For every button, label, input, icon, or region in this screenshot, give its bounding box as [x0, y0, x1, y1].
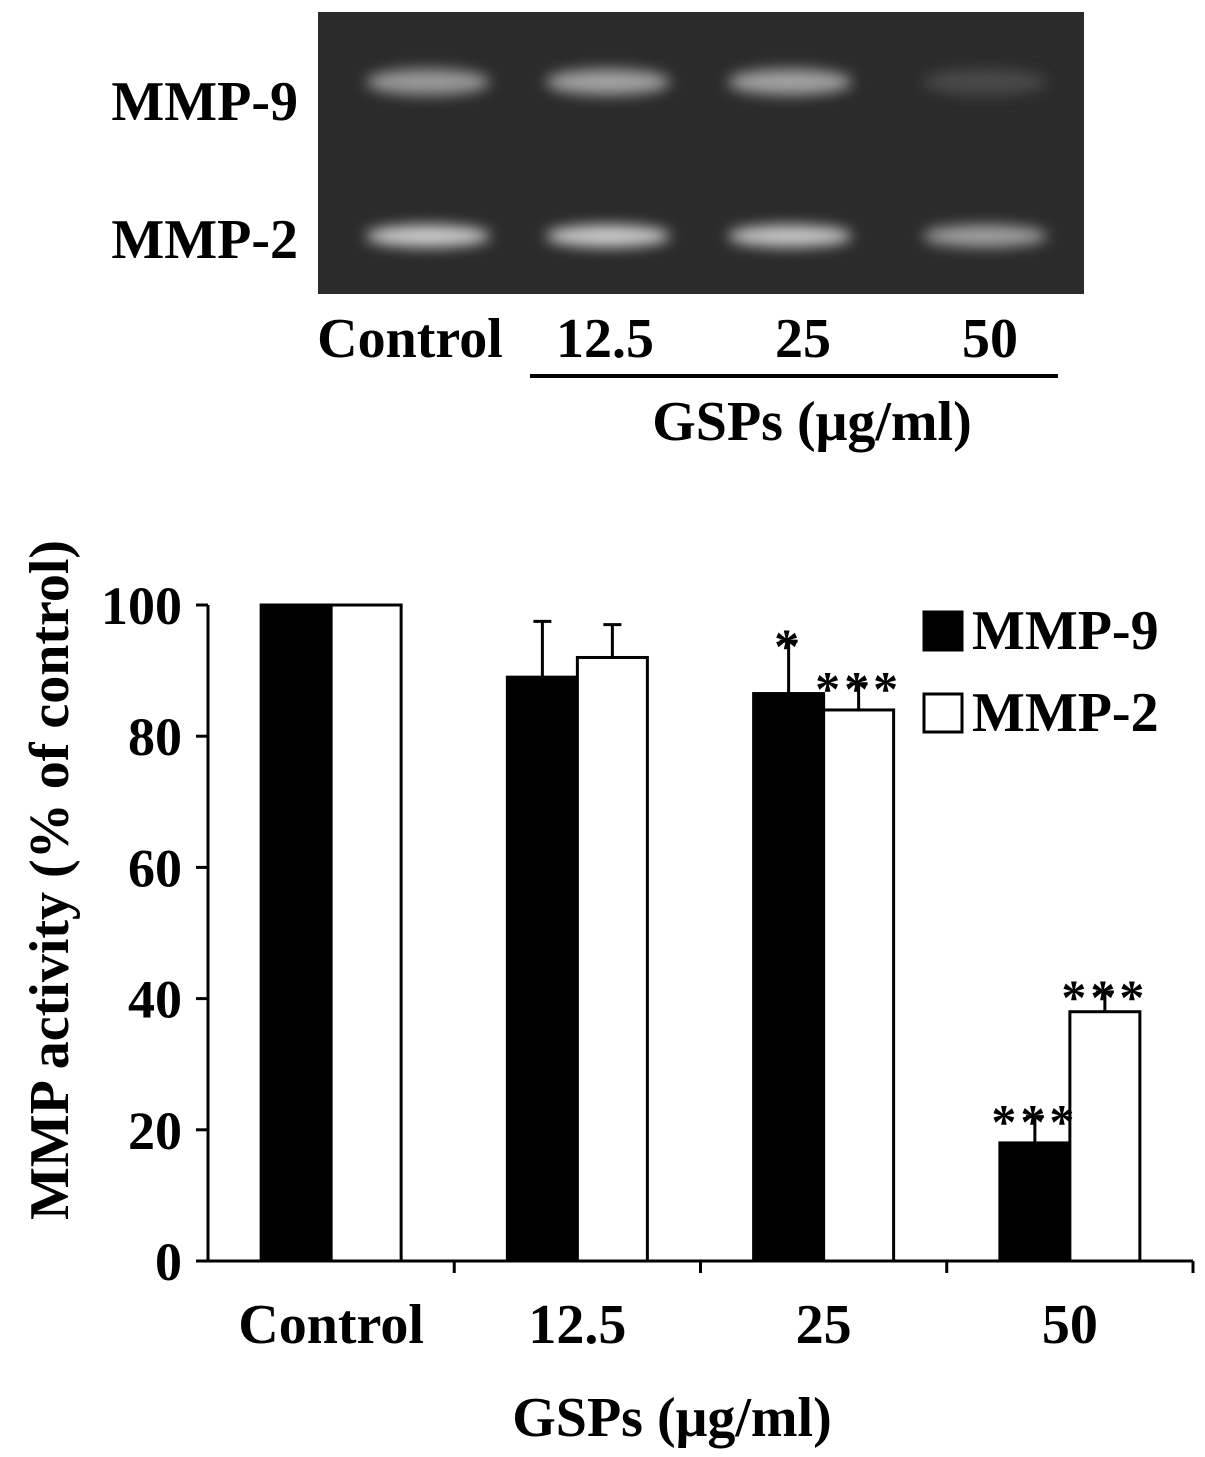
gel-lane-label-50: 50 [962, 308, 1018, 370]
gel-band-label-mmp2: MMP-2 [111, 209, 298, 271]
x-tick-label: 50 [1042, 1294, 1098, 1356]
gel-band-label-mmp9: MMP-9 [111, 71, 298, 133]
gel-band-mmp-2-lane-4 [923, 225, 1047, 247]
gel-band-mmp-9-lane-4 [923, 69, 1047, 95]
bar-mmp-9-control [259, 603, 333, 1263]
x-axis-title: GSPs (μg/ml) [512, 1387, 832, 1449]
y-axis-title: MMP activity (% of control) [19, 540, 81, 1220]
gel-band-mmp-9-lane-3 [728, 69, 852, 95]
gel-band-mmp-9-lane-1 [366, 69, 490, 95]
gel-band-mmp-2-lane-1 [366, 225, 490, 247]
legend: MMP-9 MMP-2 [922, 600, 1159, 744]
gel-lane-label-control: Control [317, 308, 503, 370]
gel-bands [366, 69, 1047, 247]
legend-label-mmp-9: MMP-9 [972, 600, 1159, 662]
gel-panel: MMP-9 MMP-2 Control 12.5 25 50 GSPs (μg/… [111, 12, 1084, 453]
significance-mark: *** [1061, 969, 1148, 1025]
x-tick-label: Control [238, 1294, 424, 1356]
y-axis: 0 20 40 60 80 100 [101, 576, 210, 1292]
significance-mark: *** [991, 1094, 1078, 1150]
bar-mmp-9-50 [998, 1141, 1072, 1263]
legend-swatch-mmp-2 [922, 692, 964, 734]
gel-lane-label-12-5: 12.5 [556, 308, 654, 370]
gel-group-label: GSPs (μg/ml) [652, 391, 972, 453]
bar-mmp-2-50 [1068, 1010, 1142, 1263]
x-tick-label: 12.5 [528, 1294, 626, 1356]
x-tick-label: 25 [796, 1294, 852, 1356]
gel-lane-label-25: 25 [775, 308, 831, 370]
y-tick-label: 100 [101, 576, 182, 636]
y-tick-label: 20 [128, 1101, 182, 1161]
y-tick-label: 80 [128, 707, 182, 767]
significance-mark: *** [815, 661, 902, 717]
gel-image [318, 12, 1084, 294]
gel-band-mmp-2-lane-2 [546, 225, 670, 247]
bar-mmp-9-12-5 [505, 675, 579, 1263]
bar-mmp-2-25 [822, 708, 896, 1263]
y-tick-label: 60 [128, 838, 182, 898]
significance-marks: ********** [774, 618, 1148, 1150]
bar-mmp-2-12-5 [575, 655, 649, 1263]
gel-band-mmp-9-lane-2 [546, 69, 670, 95]
significance-mark: * [774, 618, 803, 674]
error-bars [533, 619, 1114, 1143]
x-axis: Control 12.5 25 50 [208, 1259, 1195, 1356]
legend-swatch-mmp-9 [922, 610, 964, 652]
y-tick-label: 40 [128, 970, 182, 1030]
gel-band-mmp-2-lane-3 [728, 225, 852, 247]
bar-mmp-2-control [329, 603, 403, 1263]
bar-mmp-9-25 [752, 692, 826, 1263]
y-tick-label: 0 [155, 1232, 182, 1292]
legend-label-mmp-2: MMP-2 [972, 682, 1159, 744]
